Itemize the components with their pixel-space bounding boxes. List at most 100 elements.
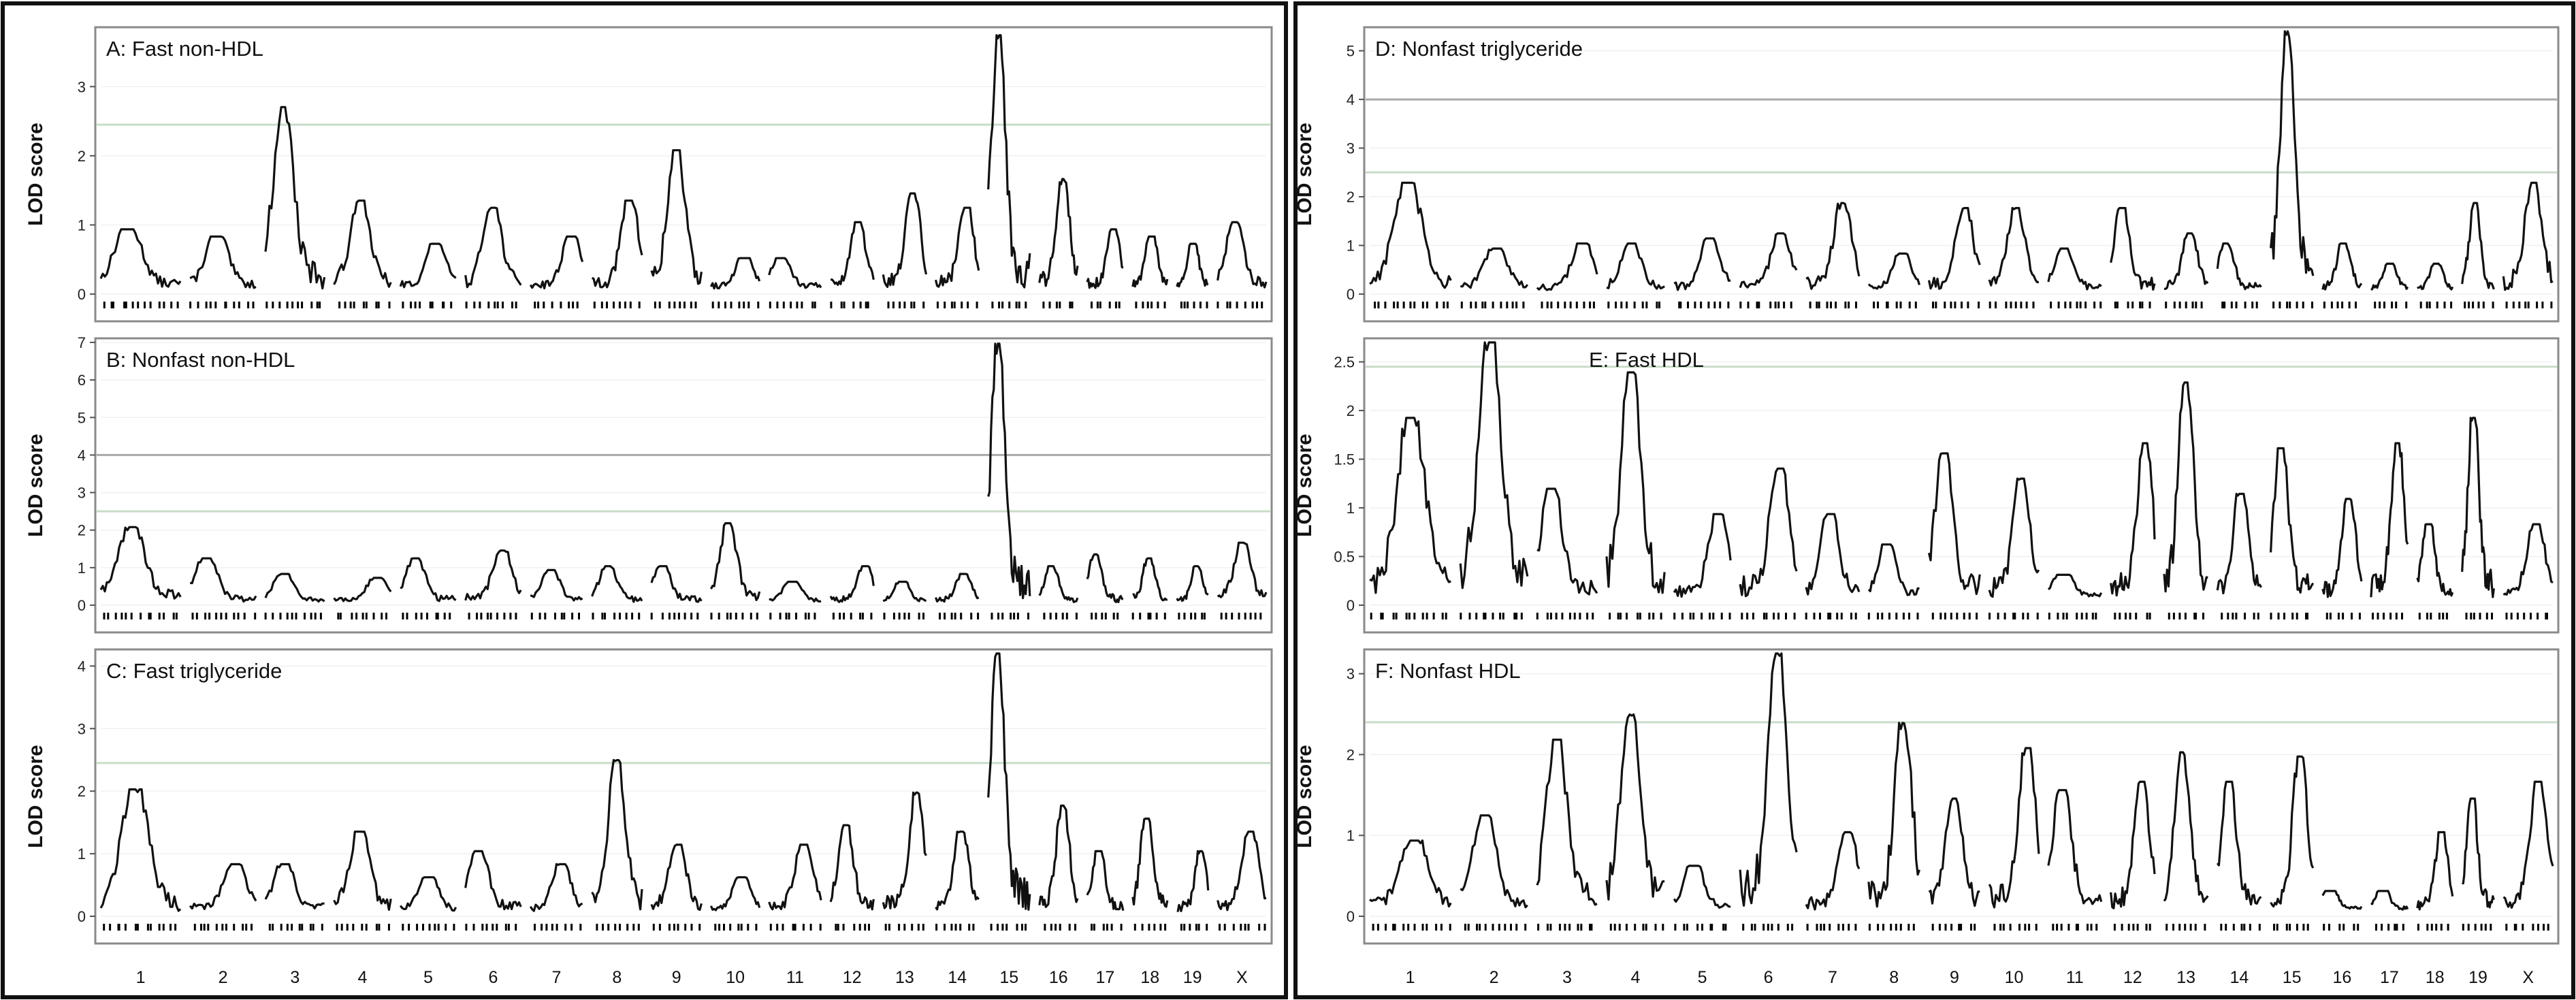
chromosome-label: 12 [2123, 968, 2142, 987]
lod-curve-chr9 [1927, 207, 1981, 290]
lod-curve-chr19 [1176, 565, 1209, 602]
lod-curve-chr16 [1038, 178, 1079, 287]
lod-curve-chr16 [2321, 498, 2363, 598]
lod-curve-chr9 [650, 843, 703, 912]
chromosome-label: 5 [423, 968, 433, 987]
lod-curve-chr4 [1606, 242, 1665, 290]
y-tick-label: 4 [78, 658, 86, 675]
y-tick-label: 1 [78, 845, 86, 862]
panel-4: 0 1 2 3 4 5 LOD score D: Nonfast triglyceride [1293, 26, 2560, 323]
panel-1: 0 1 2 3 LOD score A: Fast non-HDL [25, 26, 1273, 323]
y-tick-label: 1 [1347, 827, 1355, 844]
lod-curve-chr16 [1038, 804, 1079, 909]
chromosome-label: 1 [1406, 968, 1415, 987]
lod-curve-chr15 [987, 652, 1031, 911]
lod-curve-chr18 [2417, 262, 2454, 291]
lod-curve-chr2 [1459, 341, 1529, 590]
lod-curve-chr19 [2461, 417, 2495, 598]
chromosome-label: 6 [1764, 968, 1773, 987]
lod-curve-chr18 [1131, 235, 1169, 288]
lod-curve-chr6 [464, 206, 522, 289]
chromosome-label: 19 [2468, 968, 2488, 987]
plot-area [1363, 26, 2560, 323]
y-tick-label: 2.5 [1334, 354, 1355, 371]
lod-curve-chr9 [650, 149, 703, 285]
lod-curve-chr13 [882, 791, 927, 909]
lod-curve-chr15 [987, 34, 1031, 289]
lod-curve-chr3 [1536, 487, 1598, 596]
panel-title: B: Nonfast non-HDL [106, 348, 295, 372]
lod-curve-chr4 [1605, 371, 1666, 594]
lod-curve-chr11 [2047, 789, 2103, 905]
chromosome-label: 13 [895, 968, 914, 987]
lod-curve-chr7 [530, 568, 583, 602]
lod-curve-chr2 [1460, 247, 1529, 289]
y-tick-label: 2 [1347, 189, 1355, 206]
lod-curve-chr3 [1536, 242, 1598, 291]
lod-curve-chr10 [709, 257, 761, 290]
chromosome-label: 3 [1562, 968, 1572, 987]
y-axis-label: LOD score [25, 745, 47, 848]
chromosome-label: 14 [948, 968, 967, 987]
lod-curve-chr19 [1176, 850, 1210, 913]
panel-title: A: Fast non-HDL [106, 37, 263, 61]
chromosome-label: 10 [726, 968, 745, 987]
lod-curve-chr7 [529, 235, 584, 290]
y-tick-label: 4 [78, 447, 86, 464]
lod-curve-chr14 [2216, 780, 2262, 906]
plot-area [94, 26, 1273, 323]
y-axis-label: LOD score [1293, 434, 1316, 537]
lod-curve-chrX [1217, 830, 1267, 912]
lod-curve-chr11 [768, 843, 822, 911]
lod-curve-chrX [2502, 523, 2554, 596]
chromosome-label: 14 [2229, 968, 2249, 987]
right-figure-frame [1293, 1, 2575, 999]
lod-curve-chr19 [2461, 797, 2495, 909]
panel-title: C: Fast triglyceride [106, 659, 282, 683]
lod-curve-chr6 [1739, 652, 1798, 907]
chromosome-label: 16 [2332, 968, 2351, 987]
panel-2: 0 1 2 3 4 5 6 7 LOD score B: Nonfast non-HDL [25, 334, 1273, 634]
lod-curve-chr9 [1928, 797, 1980, 907]
lod-curve-chr17 [1086, 850, 1125, 912]
chromosome-label: 2 [1490, 968, 1499, 987]
lod-curve-chr1 [1369, 417, 1451, 594]
y-tick-label: 5 [1347, 43, 1355, 60]
y-tick-label: 1 [1347, 500, 1355, 517]
lod-curve-chr13 [2163, 751, 2209, 903]
chromosome-label: 13 [2176, 968, 2195, 987]
chromosome-label: 7 [551, 968, 561, 987]
lod-curve-chr1 [1369, 839, 1452, 908]
lod-curve-chr8 [1867, 722, 1921, 908]
lod-curve-chr15 [987, 342, 1031, 600]
lod-curve-chr17 [2370, 262, 2409, 291]
lod-curve-chr17 [1086, 553, 1124, 604]
y-tick-label: 7 [78, 334, 86, 351]
y-axis-label: LOD score [25, 434, 47, 537]
panel-title: D: Nonfast triglyceride [1375, 37, 1583, 61]
lod-curve-chr8 [1867, 252, 1921, 290]
chromosome-label: 18 [2426, 968, 2445, 987]
lod-curve-chr13 [2163, 381, 2208, 593]
lod-curve-chr12 [831, 221, 875, 286]
y-tick-label: 2 [1347, 402, 1355, 419]
lod-curve-chr6 [1739, 232, 1798, 289]
lod-curve-chr3 [264, 862, 325, 910]
lod-curve-chr1 [99, 228, 182, 288]
y-axis-label: LOD score [1293, 745, 1316, 848]
y-axis-label: LOD score [25, 123, 47, 226]
lod-curve-chrX [2502, 780, 2554, 909]
y-tick-label: 1 [1347, 238, 1355, 255]
lod-curve-chr7 [529, 862, 583, 912]
lod-curve-chrX [2502, 181, 2554, 291]
lod-curve-chr7 [1805, 513, 1861, 596]
lod-curve-chr10 [1988, 747, 2040, 909]
lod-curve-chr16 [2321, 242, 2363, 291]
lod-curve-chr11 [768, 257, 822, 289]
y-tick-label: 1 [78, 560, 86, 577]
y-tick-label: 0 [78, 286, 86, 303]
lod-curve-chr13 [2163, 232, 2209, 290]
lod-curve-chrX [1217, 221, 1268, 289]
